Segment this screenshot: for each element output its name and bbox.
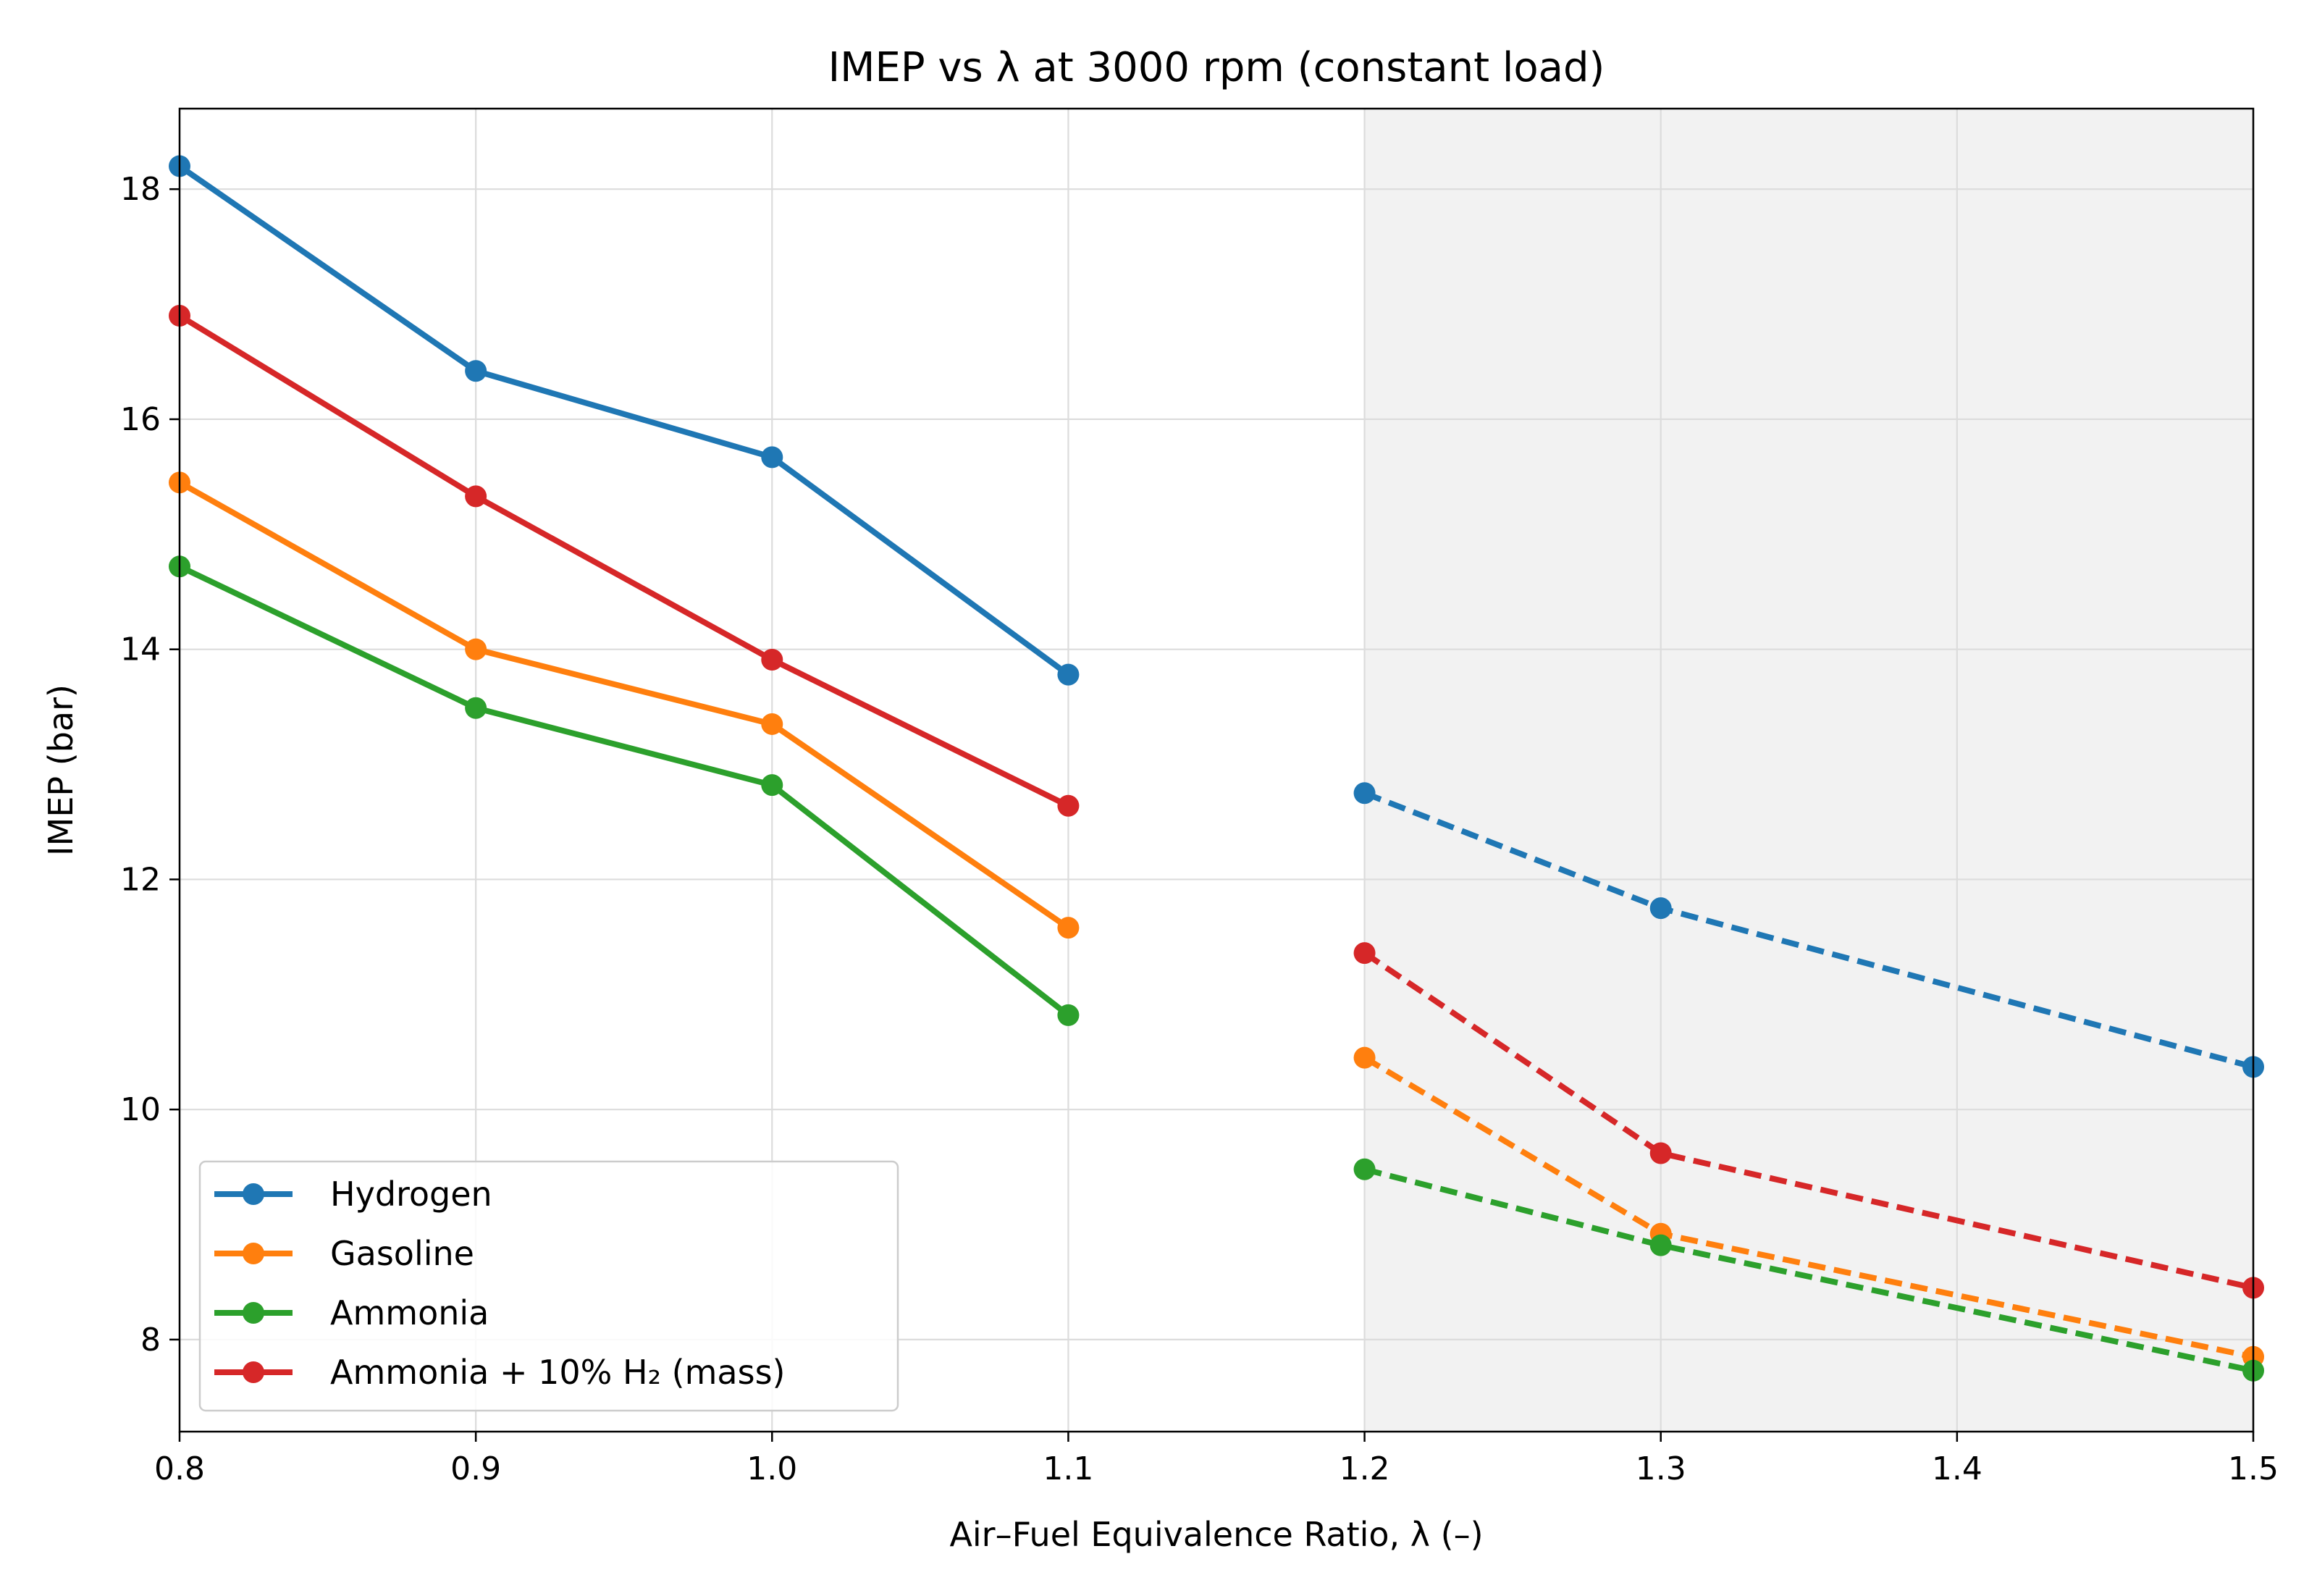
legend-box xyxy=(198,1160,899,1412)
data-point xyxy=(1057,794,1080,817)
y-tick-label: 10 xyxy=(120,1091,161,1128)
data-point xyxy=(1353,1158,1376,1180)
legend-swatch-marker xyxy=(243,1183,264,1205)
series-layer xyxy=(169,155,2264,1382)
y-axis-label: IMEP (bar) xyxy=(41,684,80,856)
data-point xyxy=(1649,1142,1672,1164)
series-line xyxy=(1363,950,2254,1291)
legend-label: Gasoline xyxy=(330,1234,474,1273)
data-point xyxy=(1649,897,1672,920)
series-group xyxy=(169,555,2264,1382)
x-tick-label: 0.8 xyxy=(154,1450,205,1487)
data-point xyxy=(1057,1004,1080,1026)
x-tick-label: 1.1 xyxy=(1043,1450,1093,1487)
legend-swatch-marker xyxy=(243,1361,264,1383)
series-line xyxy=(177,313,1070,809)
data-point xyxy=(465,697,487,719)
x-tick-label: 0.9 xyxy=(450,1450,501,1487)
chart-title: IMEP vs λ at 3000 rpm (constant load) xyxy=(828,44,1605,91)
legend-label: Ammonia xyxy=(330,1293,489,1332)
y-tick-label: 18 xyxy=(120,171,161,208)
x-tick-label: 1.4 xyxy=(1932,1450,1982,1487)
series-line xyxy=(1363,1166,2254,1374)
data-point xyxy=(465,485,487,508)
legend: Hydrogen Gasoline Ammonia Ammonia + 10% H₂ … xyxy=(198,1160,899,1412)
data-point xyxy=(1353,942,1376,965)
legend-swatch-marker xyxy=(243,1302,264,1324)
y-tick-label: 12 xyxy=(120,861,161,898)
data-point xyxy=(761,648,783,671)
shaded-region xyxy=(1364,109,2253,1432)
x-axis-label: Air–Fuel Equivalence Ratio, λ (–) xyxy=(949,1515,1483,1554)
series-line xyxy=(178,479,1070,931)
data-point xyxy=(1649,1234,1672,1256)
x-tick-label: 1.0 xyxy=(747,1450,797,1487)
legend-swatch-marker xyxy=(243,1243,264,1264)
data-point xyxy=(1353,1046,1376,1069)
x-tick-label: 1.5 xyxy=(2228,1450,2279,1487)
legend-label: Ammonia + 10% H₂ (mass) xyxy=(330,1353,785,1392)
data-point xyxy=(465,638,487,660)
data-point xyxy=(1057,663,1080,686)
data-point xyxy=(761,446,783,469)
plot-frame xyxy=(178,107,2255,1433)
y-tick-label: 16 xyxy=(120,401,161,438)
series-line xyxy=(178,563,1070,1018)
series-group xyxy=(169,304,2264,1299)
y-tick-label: 8 xyxy=(140,1322,161,1358)
series-line xyxy=(177,164,1070,677)
data-point xyxy=(1353,782,1376,805)
axis-ticks: 0.8 0.9 1.0 1.1 1.2 1.3 1.4 1.5 8 10 12 14 16 18 xyxy=(120,171,2279,1487)
data-point xyxy=(761,713,783,735)
data-point xyxy=(465,360,487,382)
y-tick-label: 14 xyxy=(120,631,161,668)
data-point xyxy=(761,774,783,797)
x-tick-label: 1.2 xyxy=(1340,1450,1390,1487)
legend-label: Hydrogen xyxy=(330,1175,492,1214)
x-tick-label: 1.3 xyxy=(1636,1450,1686,1487)
series-group xyxy=(169,471,2264,1368)
data-point xyxy=(1057,917,1080,939)
